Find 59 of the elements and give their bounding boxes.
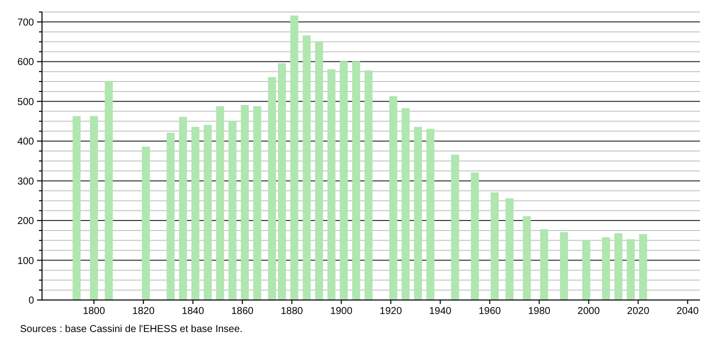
bar [327, 69, 336, 300]
bar [104, 81, 113, 300]
bar [216, 106, 224, 300]
y-tick-label: 400 [17, 136, 34, 148]
y-tick-label: 500 [17, 96, 34, 108]
bar [364, 70, 373, 300]
bar [626, 239, 635, 300]
bar [278, 63, 286, 300]
bar [540, 229, 548, 300]
bar [614, 233, 622, 300]
y-tick-label: 700 [17, 17, 34, 28]
bar [268, 77, 276, 300]
bar [352, 61, 360, 300]
bar [582, 240, 590, 300]
bar [639, 234, 648, 300]
bar [191, 126, 200, 300]
bar [302, 35, 311, 300]
bar [240, 104, 249, 300]
bar [340, 61, 348, 300]
bar [179, 116, 187, 300]
bar [602, 237, 610, 300]
bar [490, 192, 499, 300]
y-tick-label: 600 [17, 57, 34, 68]
bar [414, 126, 422, 300]
bar [506, 198, 514, 300]
x-tick-label: 1920 [380, 306, 402, 317]
y-tick-label: 100 [17, 256, 34, 267]
x-tick-label: 1960 [478, 306, 502, 317]
bar [470, 172, 479, 300]
x-tick-label: 2020 [627, 306, 650, 317]
y-tick-label: 200 [17, 216, 34, 228]
x-tick-label: 1980 [528, 306, 551, 317]
x-tick-label: 1860 [231, 306, 254, 317]
bar [72, 116, 81, 300]
bar [90, 116, 98, 300]
x-tick-label: 2000 [578, 306, 600, 317]
bar [290, 16, 298, 300]
bar [389, 96, 398, 300]
bar [426, 128, 434, 300]
x-tick-label: 1940 [429, 306, 452, 317]
x-tick-label: 1900 [330, 306, 353, 317]
y-tick-label: 0 [28, 296, 34, 306]
source-note: Sources : base Cassini de l'EHESS et base Insee. [20, 324, 243, 335]
bar [451, 154, 460, 300]
bar [402, 108, 410, 300]
bar [228, 120, 236, 300]
bar [142, 146, 150, 300]
x-tick-label: 1820 [132, 306, 155, 317]
x-tick-label: 1840 [182, 306, 204, 317]
x-tick-label: 1800 [82, 306, 106, 317]
bar [522, 216, 531, 300]
x-tick-label: 1880 [280, 306, 304, 317]
y-tick-label: 300 [17, 176, 34, 188]
x-tick-label: 2040 [676, 306, 700, 317]
bar [560, 232, 568, 300]
bar [204, 124, 212, 300]
bar [315, 41, 324, 300]
bar [253, 106, 262, 300]
bar [166, 132, 175, 300]
